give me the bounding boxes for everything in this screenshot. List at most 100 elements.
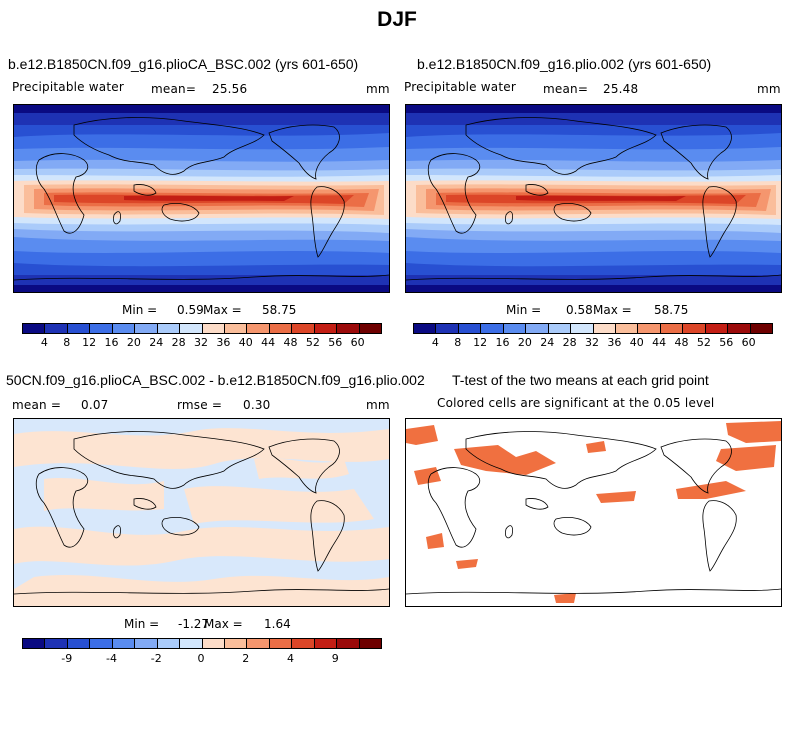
units-tr: mm [757, 82, 781, 96]
max-value-tl: 58.75 [262, 303, 297, 317]
colorbar-tr-swatch [414, 324, 437, 333]
colorbar-bl-swatch [45, 639, 68, 648]
min-label-bl: Min = [124, 617, 160, 631]
mean-label-tr: mean= [543, 82, 589, 96]
map-svg [14, 419, 389, 606]
colorbar-tl-tick-label: 32 [194, 336, 208, 349]
colorbar-tr-tick-label: 12 [473, 336, 488, 349]
mean-value-tr: 25.48 [603, 82, 639, 96]
colorbar-bl-tick-label: -2 [150, 652, 162, 665]
colorbar-bl-swatch [202, 639, 225, 648]
colorbar-bl-swatch [157, 639, 181, 648]
max-value-bl: 1.64 [264, 617, 291, 631]
colorbar-tl-tick-label: 52 [305, 336, 320, 349]
mean-value-tl: 25.56 [212, 82, 248, 96]
colorbar-bl-swatch [23, 639, 46, 648]
colorbar-bl-swatch [314, 639, 338, 648]
colorbar-tl-swatch [359, 324, 381, 333]
colorbar-tl-swatch [314, 324, 338, 333]
colorbar-tl-swatch [157, 324, 181, 333]
figure-title: DJF [377, 8, 417, 31]
panel-title-br: T-test of the two means at each grid poi… [452, 372, 709, 388]
colorbar-tl-tick-label: 40 [238, 336, 253, 349]
colorbar-tl-swatch [224, 324, 248, 333]
colorbar-tr [413, 323, 773, 334]
colorbar-tl-swatch [247, 324, 270, 333]
colorbar-bl-swatch [269, 639, 293, 648]
colorbar-tr-swatch [615, 324, 639, 333]
max-label-tr: Max = [593, 303, 632, 317]
colorbar-tr-swatch [526, 324, 549, 333]
colorbar-tr-tick-label: 52 [696, 336, 711, 349]
colorbar-tr-tick-label: 36 [607, 336, 622, 349]
colorbar-tl [22, 323, 382, 334]
mean-label-tl: mean= [151, 82, 197, 96]
min-value-tr: 0.58 [566, 303, 593, 317]
colorbar-tr-swatch [503, 324, 527, 333]
colorbar-tr-swatch [548, 324, 572, 333]
colorbar-tr-tick-label: 16 [495, 336, 510, 349]
colorbar-tl-swatch [45, 324, 68, 333]
colorbar-bl-swatch [359, 639, 381, 648]
colorbar-tr-tick-label: 44 [652, 336, 667, 349]
min-label-tr: Min = [506, 303, 542, 317]
min-value-tl: 0.59 [177, 303, 204, 317]
max-value-tr: 58.75 [654, 303, 689, 317]
min-value-bl: -1.27 [178, 617, 210, 631]
colorbar-bl-swatch [135, 639, 158, 648]
colorbar-tl-tick-label: 8 [63, 336, 71, 349]
significant-cells [406, 421, 781, 603]
map-precip-tl [13, 104, 390, 293]
colorbar-bl-swatch [247, 639, 270, 648]
colorbar-bl-tick-label: 0 [197, 652, 205, 665]
colorbar-tl-swatch [112, 324, 136, 333]
colorbar-tl-swatch [180, 324, 203, 333]
max-label-bl: Max = [204, 617, 243, 631]
colorbar-tr-swatch [593, 324, 616, 333]
map-svg [406, 419, 781, 606]
map-precip-tr [405, 104, 782, 293]
colorbar-tl-tick-label: 60 [350, 336, 365, 349]
colorbar-tr-swatch [571, 324, 594, 333]
colorbar-tl-tick-label: 36 [216, 336, 231, 349]
colorbar-tl-swatch [135, 324, 158, 333]
colorbar-tl-swatch [202, 324, 225, 333]
colorbar-tl-tick-label: 56 [328, 336, 343, 349]
colorbar-tl-swatch [337, 324, 360, 333]
colorbar-tr-swatch [436, 324, 459, 333]
min-label-tl: Min = [122, 303, 158, 317]
colorbar-tl-tick-label: 48 [283, 336, 298, 349]
panel-title-tl: b.e12.B1850CN.f09_g16.plioCA_BSC.002 (yr… [8, 56, 359, 72]
colorbar-tr-tick-label: 48 [674, 336, 689, 349]
mean-label-bl: mean = [12, 398, 62, 412]
variable-label-tr: Precipitable water [404, 80, 516, 94]
colorbar-tl-swatch [67, 324, 91, 333]
rmse-label-bl: rmse = [177, 398, 223, 412]
map-significance-br [405, 418, 782, 607]
colorbar-bl-swatch [112, 639, 136, 648]
colorbar-bl-swatch [67, 639, 91, 648]
colorbar-tr-tick-label: 40 [629, 336, 644, 349]
colorbar-tl-swatch [90, 324, 113, 333]
map-svg [406, 105, 781, 292]
colorbar-bl-tick-label: -9 [61, 652, 73, 665]
colorbar-tr-swatch [660, 324, 684, 333]
colorbar-tr-tick-label: 24 [540, 336, 555, 349]
colorbar-bl-tick-label: -4 [106, 652, 117, 665]
colorbar-tl-tick-label: 16 [104, 336, 119, 349]
colorbar-tr-swatch [458, 324, 482, 333]
colorbar-tl-swatch [23, 324, 46, 333]
colorbar-bl-swatch [180, 639, 203, 648]
colorbar-bl-swatch [224, 639, 248, 648]
mean-value-bl: 0.07 [81, 398, 109, 412]
colorbar-tr-swatch [683, 324, 706, 333]
colorbar-bl-tick-label: 4 [287, 652, 294, 665]
colorbar-tr-tick-label: 56 [719, 336, 734, 349]
panel-title-bl: 50CN.f09_g16.plioCA_BSC.002 - b.e12.B185… [6, 372, 425, 388]
map-svg [14, 105, 389, 292]
variable-label-tl: Precipitable water [12, 80, 124, 94]
panel-title-tr: b.e12.B1850CN.f09_g16.plio.002 (yrs 601-… [417, 56, 712, 72]
colorbar-tr-tick-label: 60 [741, 336, 756, 349]
colorbar-tr-swatch [705, 324, 729, 333]
colorbar-tl-swatch [269, 324, 293, 333]
